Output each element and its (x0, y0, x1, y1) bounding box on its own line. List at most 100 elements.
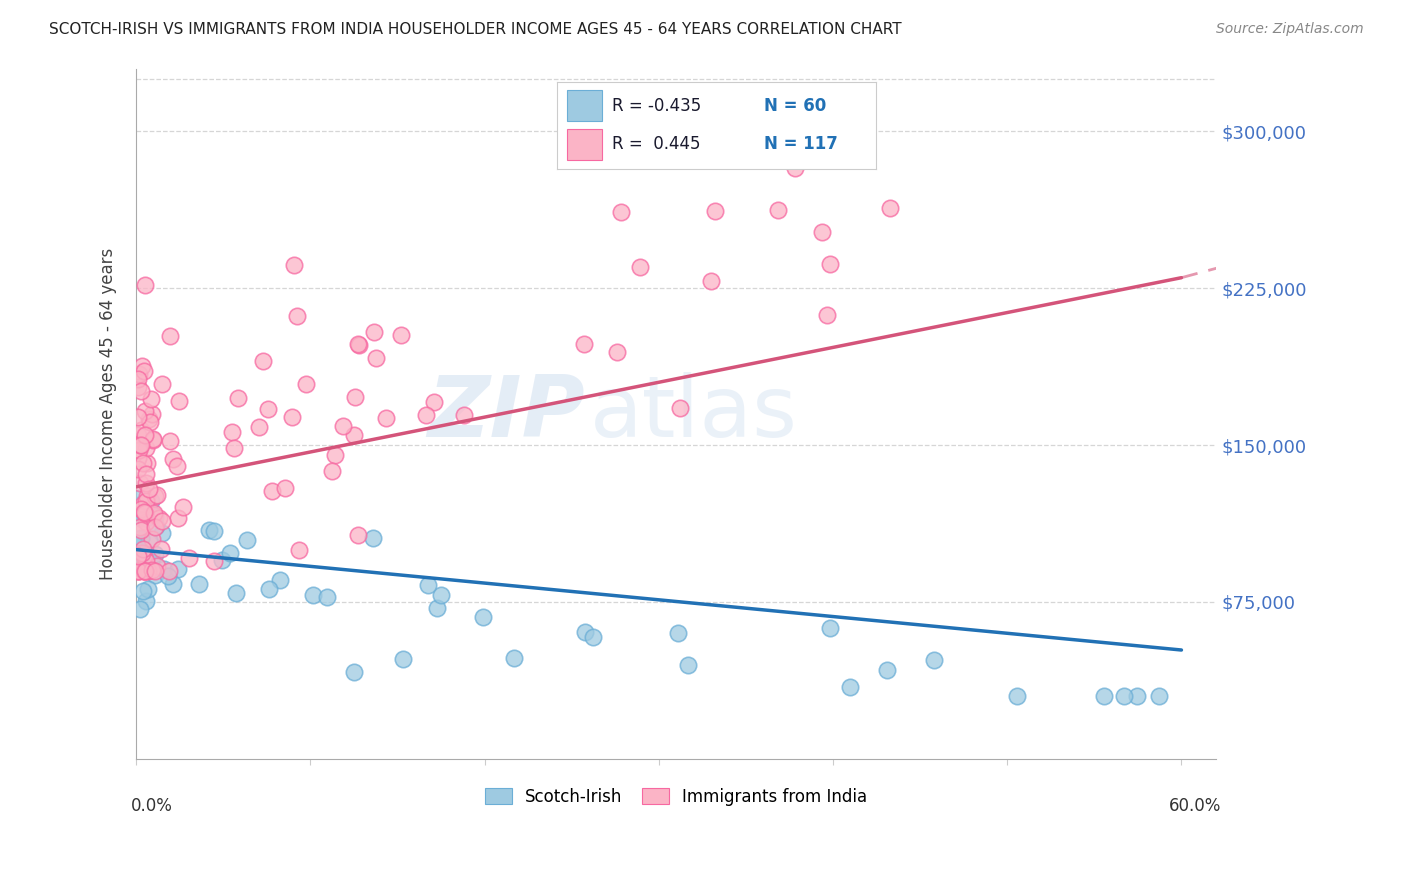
Point (135, 510, 157, 524)
Point (128, 602, 150, 616)
Point (302, 588, 325, 602)
Point (879, 201, 901, 215)
Point (332, 419, 354, 434)
Point (138, 412, 160, 426)
Point (323, 449, 346, 463)
Point (426, 600, 449, 615)
Point (134, 404, 156, 418)
Point (134, 564, 156, 578)
Point (128, 367, 150, 381)
Point (924, 653, 946, 667)
Point (172, 500, 194, 515)
Point (131, 541, 153, 556)
Point (167, 562, 190, 576)
Point (221, 425, 243, 440)
Point (211, 553, 233, 567)
Point (142, 506, 165, 520)
Point (666, 626, 689, 640)
Point (134, 502, 156, 516)
Point (127, 428, 149, 442)
Point (283, 259, 305, 273)
Point (150, 541, 173, 556)
Point (131, 456, 153, 470)
Point (127, 380, 149, 394)
Point (247, 419, 270, 434)
Point (766, 203, 789, 218)
Point (127, 372, 149, 386)
Point (820, 257, 842, 271)
Point (876, 663, 898, 677)
Point (669, 401, 692, 415)
Point (132, 564, 155, 578)
Point (315, 590, 337, 604)
Point (218, 546, 240, 560)
Point (132, 564, 155, 578)
Point (131, 546, 153, 560)
Point (138, 533, 160, 547)
Point (811, 226, 834, 240)
Point (128, 443, 150, 458)
Point (139, 415, 162, 429)
Point (132, 364, 155, 378)
Point (610, 205, 633, 219)
Point (226, 391, 249, 405)
Point (134, 549, 156, 563)
Point (143, 510, 166, 524)
Point (347, 338, 370, 352)
Point (129, 423, 152, 437)
Point (128, 520, 150, 534)
Point (136, 582, 159, 596)
Point (392, 652, 415, 666)
Point (141, 407, 163, 421)
Point (143, 564, 166, 578)
Point (143, 568, 166, 582)
Point (343, 428, 366, 442)
Point (347, 528, 370, 542)
Point (815, 308, 838, 322)
Point (138, 483, 160, 497)
Point (343, 390, 366, 404)
Point (361, 531, 384, 545)
Point (453, 408, 475, 422)
Point (134, 564, 156, 578)
Point (257, 402, 280, 417)
Point (129, 437, 152, 451)
Point (471, 609, 494, 624)
Point (162, 576, 184, 591)
Point (157, 564, 180, 578)
Point (157, 569, 180, 583)
Point (783, 161, 806, 175)
Point (288, 543, 311, 558)
Point (704, 204, 727, 219)
Point (269, 573, 291, 587)
Point (128, 564, 150, 578)
Point (422, 394, 444, 409)
Point (135, 442, 157, 456)
Text: 60.0%: 60.0% (1170, 797, 1222, 814)
Point (280, 409, 302, 424)
Point (141, 551, 163, 566)
Legend: Scotch-Irish, Immigrants from India: Scotch-Irish, Immigrants from India (478, 781, 875, 813)
Point (141, 563, 163, 577)
Point (321, 464, 343, 478)
Point (127, 461, 149, 475)
Point (364, 351, 387, 366)
Point (146, 559, 169, 574)
Point (127, 491, 149, 505)
Point (285, 309, 308, 323)
Y-axis label: Householder Income Ages 45 - 64 years: Householder Income Ages 45 - 64 years (100, 247, 117, 580)
Point (222, 441, 245, 455)
Point (295, 377, 318, 392)
Point (225, 585, 247, 599)
Point (162, 451, 184, 466)
Point (1005, 689, 1028, 703)
Point (179, 551, 201, 566)
Point (132, 505, 155, 519)
Point (145, 518, 167, 533)
Point (169, 393, 191, 408)
Point (166, 459, 188, 474)
Point (135, 476, 157, 491)
Point (128, 532, 150, 546)
Point (145, 489, 167, 503)
Point (129, 475, 152, 490)
